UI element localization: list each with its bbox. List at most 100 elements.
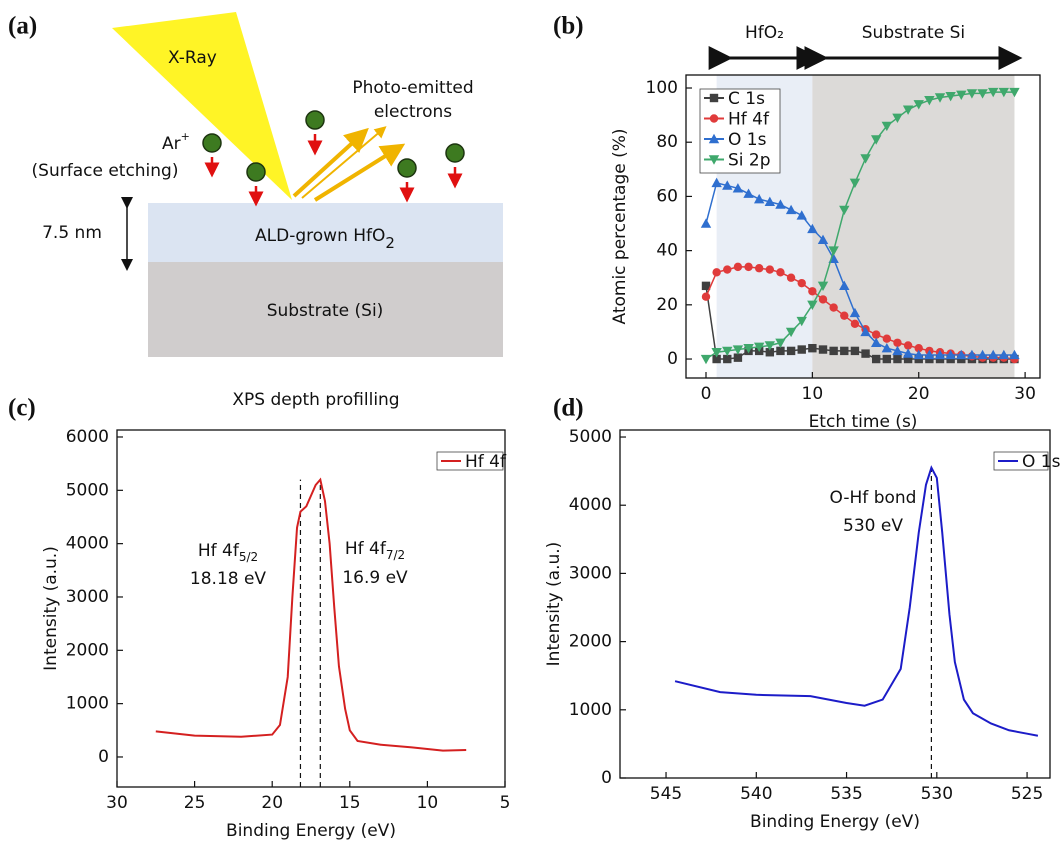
annotation-sub: 7/2 — [386, 548, 405, 562]
y-tick-label: 5000 — [569, 427, 612, 447]
marker — [732, 183, 744, 193]
layer-bottom-label: Substrate (Si) — [267, 301, 384, 321]
marker — [871, 354, 881, 364]
marker — [850, 319, 860, 328]
marker — [711, 348, 722, 358]
xray-beam — [112, 12, 292, 200]
annotation: 18.18 eV — [190, 569, 267, 589]
marker — [892, 113, 903, 124]
legend-label: Hf 4f — [728, 110, 770, 130]
marker — [722, 346, 733, 357]
legend-label: C 1s — [728, 89, 765, 109]
marker — [701, 281, 711, 291]
y-tick-label: 80 — [656, 132, 678, 152]
marker — [914, 343, 923, 353]
legend-box — [436, 451, 504, 471]
marker — [870, 135, 882, 145]
photo-label: Photo-emitted electrons — [352, 78, 473, 122]
marker — [829, 303, 838, 312]
x-tick-label: 10 — [417, 793, 439, 813]
marker — [924, 349, 935, 360]
marker — [723, 354, 732, 364]
marker — [945, 349, 956, 360]
annotation-sub: 5/2 — [239, 550, 258, 564]
annotation-text: O-Hf bond — [830, 488, 917, 508]
marker — [849, 178, 861, 189]
y-tick-label: 100 — [646, 78, 678, 98]
marker — [945, 91, 956, 102]
photo-line: electrons — [374, 102, 452, 122]
legend-label: O 1s — [728, 130, 767, 150]
photo-line: Photo-emitted — [352, 78, 473, 98]
marker — [966, 89, 978, 99]
y-tick-label: 0 — [667, 349, 678, 369]
marker — [893, 354, 902, 364]
marker — [733, 353, 743, 362]
marker — [1009, 87, 1020, 98]
x-tick-label: 540 — [740, 784, 772, 804]
marker — [817, 234, 829, 244]
marker — [839, 205, 850, 216]
marker — [903, 341, 913, 350]
marker — [711, 177, 722, 188]
marker — [871, 330, 881, 339]
thickness-label: 7.5 nm — [42, 223, 102, 243]
y-tick-label: 6000 — [66, 427, 109, 447]
marker — [902, 105, 914, 115]
annotation-text: 18.18 eV — [190, 569, 267, 589]
marker — [849, 307, 861, 318]
x-tick-label: 525 — [1011, 784, 1043, 804]
marker — [934, 93, 946, 103]
marker — [829, 346, 838, 356]
ar: Ar — [162, 134, 181, 154]
y-tick-label: 0 — [601, 768, 612, 788]
marker — [881, 121, 893, 132]
marker — [712, 268, 721, 277]
x-tick-label: 0 — [701, 384, 712, 404]
legend-label: Hf 4f — [465, 452, 507, 472]
marker — [797, 345, 806, 354]
y-axis-label: Atomic percentage (%) — [610, 128, 630, 324]
x-tick-label: 15 — [339, 793, 361, 813]
annotation: 16.9 eV — [342, 568, 408, 588]
marker — [753, 342, 765, 353]
y-tick-label: 40 — [656, 241, 678, 261]
marker — [860, 154, 871, 164]
y-tick-label: 20 — [656, 295, 678, 315]
ar-label: Ar+ — [162, 130, 190, 154]
legend-label: O 1s — [1022, 452, 1060, 472]
marker — [700, 354, 712, 365]
marker — [808, 287, 817, 296]
marker — [828, 246, 839, 256]
marker — [807, 300, 818, 311]
panel-label: (a) — [8, 13, 37, 40]
legend-marker — [709, 93, 719, 103]
legend-marker — [709, 114, 719, 123]
panel-label: (b) — [553, 13, 584, 40]
marker — [998, 87, 1010, 98]
x-tick-label: 545 — [650, 784, 682, 804]
marker — [870, 337, 882, 347]
legend-label: Si 2p — [728, 151, 771, 171]
marker — [754, 264, 764, 273]
y-tick-label: 4000 — [66, 534, 109, 554]
marker — [786, 346, 796, 356]
marker — [785, 327, 797, 338]
x-tick-label: 10 — [802, 384, 824, 404]
marker — [840, 346, 849, 356]
x-axis-label: Binding Energy (eV) — [750, 812, 920, 832]
region — [812, 75, 1015, 378]
plot-frame — [116, 429, 506, 788]
marker — [744, 262, 753, 272]
marker — [786, 273, 796, 282]
marker — [1009, 349, 1020, 360]
ar-sup: + — [181, 130, 190, 143]
panel-label: (c) — [8, 395, 36, 422]
y-tick-label: 0 — [98, 747, 109, 767]
x-tick-label: 5 — [500, 793, 511, 813]
marker — [850, 346, 860, 356]
substrate-layer — [148, 262, 503, 357]
marker — [765, 265, 775, 274]
y-tick-label: 5000 — [66, 480, 109, 500]
